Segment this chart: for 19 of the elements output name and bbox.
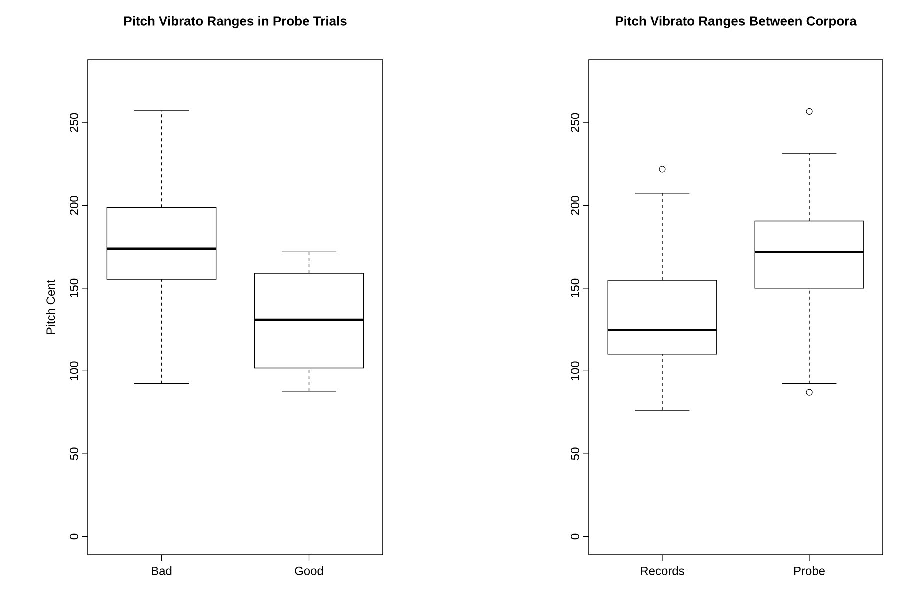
x-tick-label: Records — [641, 566, 684, 576]
x-tick-label: Bad — [152, 566, 172, 576]
y-tick-label: 200 — [70, 196, 78, 216]
y-tick-label: 50 — [70, 448, 78, 460]
chart-title: Pitch Vibrato Ranges in Probe Trials — [124, 16, 347, 28]
y-tick-label: 200 — [570, 196, 580, 216]
y-axis-title: Pitch Cent — [46, 280, 56, 334]
y-tick-label: 0 — [570, 534, 580, 540]
y-tick-label: 250 — [70, 113, 78, 132]
y-tick-label: 50 — [570, 448, 580, 460]
x-tick-label: Probe — [794, 566, 825, 576]
y-tick-label: 250 — [570, 113, 580, 132]
y-tick-label: 0 — [70, 534, 78, 540]
y-tick-label: 150 — [70, 278, 78, 298]
y-tick-label: 100 — [70, 362, 78, 380]
chart-title: Pitch Vibrato Ranges Between Corpora — [616, 16, 857, 28]
x-tick-label: Good — [295, 566, 324, 576]
y-tick-label: 100 — [570, 362, 580, 380]
y-tick-label: 150 — [570, 278, 580, 298]
